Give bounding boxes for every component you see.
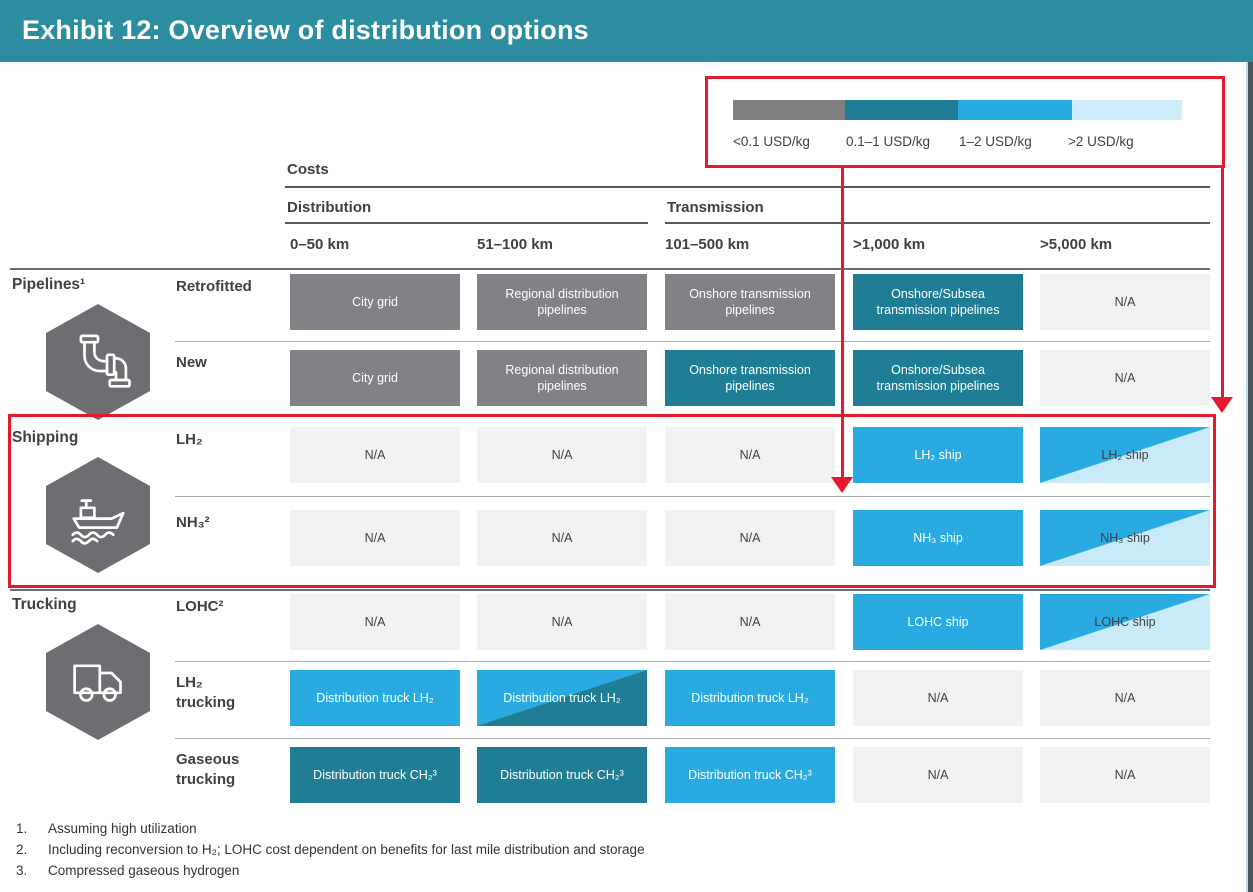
- legend-arrow-right-head: [1211, 397, 1233, 413]
- matrix-cell: Distribution truck LH₂: [665, 670, 835, 726]
- row-label: NH₃²: [176, 514, 210, 531]
- legend-segment: [733, 100, 845, 120]
- shipping-highlight-box: [8, 414, 1216, 588]
- footnote-text: Assuming high utilization: [48, 821, 197, 836]
- matrix-cell: Regional distribution pipelines: [477, 350, 647, 406]
- distribution-header: Distribution: [287, 199, 372, 216]
- legend-arrow-left: [841, 168, 844, 478]
- legend-bar: [733, 100, 1182, 120]
- pipelines-icon: [79, 334, 131, 388]
- header-rule-distribution: [285, 222, 648, 224]
- matrix-cell: N/A: [1040, 350, 1210, 406]
- matrix-cell: City grid: [290, 350, 460, 406]
- row-label: LOHC²: [176, 598, 224, 615]
- matrix-cell: N/A: [290, 427, 460, 483]
- hexagon-badge: [46, 304, 150, 420]
- matrix-cell: Onshore transmission pipelines: [665, 274, 835, 330]
- column-header: >5,000 km: [1040, 236, 1113, 253]
- legend-box: <0.1 USD/kg 0.1–1 USD/kg 1–2 USD/kg >2 USD/…: [705, 76, 1225, 168]
- row-label: Retrofitted: [176, 278, 252, 295]
- footnote-text: Including reconversion to H₂; LOHC cost …: [48, 842, 645, 857]
- section-divider: [10, 268, 1210, 270]
- header-rule-transmission: [665, 222, 1210, 224]
- row-label: Gaseous trucking: [176, 751, 240, 788]
- matrix-cell: Distribution truck CH₂³: [665, 747, 835, 803]
- matrix-cell: LOHC ship: [1040, 594, 1210, 650]
- matrix-cell: N/A: [290, 510, 460, 566]
- matrix-cell: N/A: [665, 510, 835, 566]
- section-label: Trucking: [12, 596, 77, 613]
- footnote-number: 2.: [16, 842, 28, 857]
- page-edge-strip: [1246, 62, 1253, 892]
- legend-segment: [1072, 100, 1182, 120]
- row-separator: [175, 496, 1210, 497]
- legend-segment: [958, 100, 1072, 120]
- exhibit-title: Exhibit 12: Overview of distribution opt…: [22, 15, 589, 45]
- column-header: 51–100 km: [477, 236, 553, 253]
- footnotes: 1. Assuming high utilization 2. Including r…: [16, 818, 645, 881]
- footnote: 2. Including reconversion to H₂; LOHC cos…: [16, 839, 645, 860]
- transmission-header: Transmission: [667, 199, 764, 216]
- title-bar: Exhibit 12: Overview of distribution opt…: [0, 0, 1253, 62]
- matrix-cell: N/A: [665, 427, 835, 483]
- legend-label: 0.1–1 USD/kg: [846, 134, 931, 149]
- matrix-cell: N/A: [1040, 274, 1210, 330]
- matrix-cell: N/A: [477, 427, 647, 483]
- hexagon-badge: [46, 624, 150, 740]
- matrix-cell: N/A: [665, 594, 835, 650]
- row-separator: [175, 738, 1210, 739]
- matrix-cell: N/A: [477, 594, 647, 650]
- matrix-cell: Distribution truck LH₂: [477, 670, 647, 726]
- matrix-cell: N/A: [853, 670, 1023, 726]
- truck-icon: [73, 664, 122, 702]
- matrix-cell: Onshore transmission pipelines: [665, 350, 835, 406]
- matrix-cell: N/A: [853, 747, 1023, 803]
- matrix-cell: Distribution truck LH₂: [290, 670, 460, 726]
- row-label: New: [176, 354, 207, 371]
- footnote-number: 1.: [16, 821, 28, 836]
- legend-label: >2 USD/kg: [1068, 134, 1134, 149]
- matrix-cell: Onshore/Subsea transmission pipelines: [853, 350, 1023, 406]
- legend-label: 1–2 USD/kg: [959, 134, 1032, 149]
- matrix-cell: Regional distribution pipelines: [477, 274, 647, 330]
- row-label: LH₂ trucking: [176, 674, 236, 711]
- section-label: Shipping: [12, 429, 79, 446]
- legend-arrow-left-head: [831, 477, 853, 493]
- row-separator: [175, 341, 1210, 342]
- ship-icon: [71, 499, 125, 545]
- footnote-number: 3.: [16, 863, 28, 878]
- legend-arrow-right: [1221, 168, 1224, 398]
- header-rule-costs: [285, 186, 1210, 188]
- matrix-cell: LOHC ship: [853, 594, 1023, 650]
- row-separator: [175, 661, 1210, 662]
- matrix-cell: Distribution truck CH₂³: [290, 747, 460, 803]
- matrix-cell: LH₂ ship: [853, 427, 1023, 483]
- footnote: 1. Assuming high utilization: [16, 818, 645, 839]
- matrix-cell: N/A: [477, 510, 647, 566]
- legend-segment: [845, 100, 958, 120]
- matrix-cell: N/A: [1040, 747, 1210, 803]
- footnote: 3. Compressed gaseous hydrogen: [16, 860, 645, 881]
- matrix-cell: NH₃ ship: [1040, 510, 1210, 566]
- row-label: LH₂: [176, 431, 203, 448]
- matrix-cell: N/A: [1040, 670, 1210, 726]
- footnote-text: Compressed gaseous hydrogen: [48, 863, 240, 878]
- column-header: >1,000 km: [853, 236, 926, 253]
- legend-label: <0.1 USD/kg: [733, 134, 810, 149]
- matrix-cell: City grid: [290, 274, 460, 330]
- matrix-cell: NH₃ ship: [853, 510, 1023, 566]
- costs-header: Costs: [287, 161, 329, 178]
- matrix-cell: Distribution truck CH₂³: [477, 747, 647, 803]
- matrix-cell: Onshore/Subsea transmission pipelines: [853, 274, 1023, 330]
- matrix-cell: LH₂ ship: [1040, 427, 1210, 483]
- matrix-cell: N/A: [290, 594, 460, 650]
- section-divider: [10, 589, 1210, 591]
- column-header: 0–50 km: [290, 236, 350, 253]
- section-label: Pipelines¹: [12, 276, 86, 293]
- column-header: 101–500 km: [665, 236, 750, 253]
